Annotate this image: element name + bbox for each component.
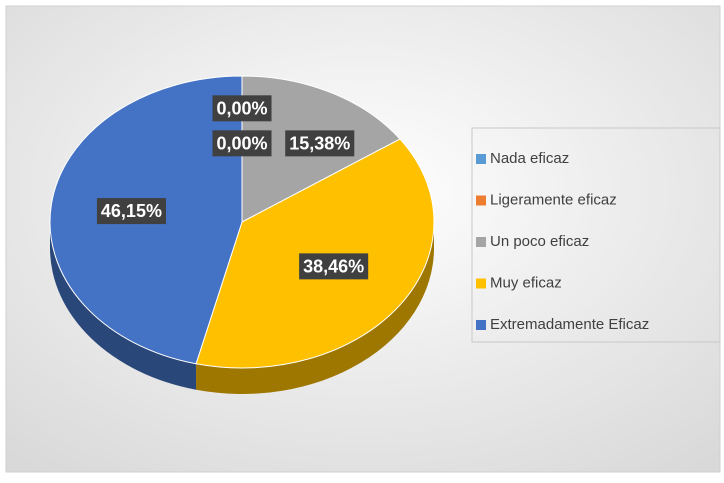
legend-swatch (476, 154, 486, 164)
legend-label: Extremadamente Eficaz (490, 316, 649, 333)
legend-label: Ligeramente eficaz (490, 191, 617, 208)
data-label: 0,00% (216, 98, 267, 118)
data-label: 0,00% (216, 133, 267, 153)
legend: Nada eficaz Ligeramente eficaz Un poco efi… (476, 150, 649, 333)
data-label-box (96, 198, 166, 225)
legend-swatch (476, 237, 486, 247)
data-label-box (299, 253, 369, 280)
legend-label: Muy eficaz (490, 274, 562, 291)
data-label-box (212, 130, 272, 157)
data-label-box (285, 130, 355, 157)
legend-label: Un poco eficaz (490, 233, 589, 250)
legend-swatch (476, 195, 486, 206)
pie (49, 75, 435, 395)
data-label-box (212, 95, 272, 122)
data-label: 46,15% (101, 201, 162, 221)
data-label: 38,46% (303, 256, 364, 276)
legend-box (471, 127, 721, 343)
labels: 0,00% 0,00% 15,38% 38,46% 46,15% (96, 95, 369, 280)
data-label: 15,38% (289, 133, 350, 153)
legend-swatch (476, 278, 486, 289)
pie-side (50, 222, 197, 390)
legend-swatch (476, 320, 486, 330)
pie-side (196, 222, 434, 395)
legend-label: Nada eficaz (490, 150, 569, 167)
